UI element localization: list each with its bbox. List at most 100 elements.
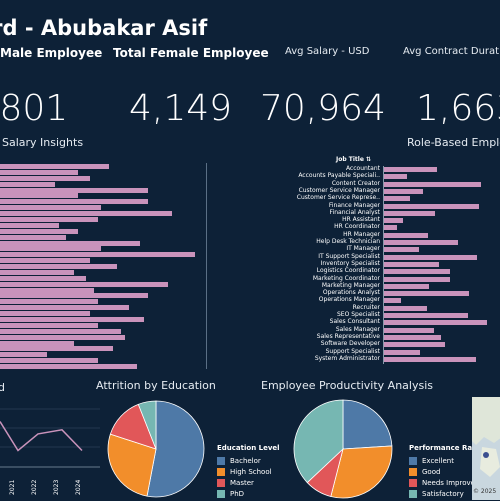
salary-bar[interactable]: [0, 293, 149, 299]
salary-bar[interactable]: [0, 252, 195, 258]
role-bar[interactable]: [384, 349, 420, 355]
performance-legend-item[interactable]: Needs Improve: [409, 477, 488, 488]
performance-legend-item[interactable]: Good: [409, 466, 488, 477]
salary-bar[interactable]: [0, 187, 149, 193]
role-bar[interactable]: [384, 196, 410, 202]
role-bar[interactable]: [384, 283, 430, 289]
salary-bar[interactable]: [0, 311, 90, 317]
performance-legend-item[interactable]: Excellent: [409, 455, 488, 466]
role-bar[interactable]: [384, 225, 397, 231]
map-view[interactable]: © 2025: [472, 397, 500, 500]
pie-slice-excellent[interactable]: [342, 399, 393, 450]
salary-bar[interactable]: [0, 264, 117, 270]
education-legend-item[interactable]: Master: [217, 477, 280, 488]
attrition-trend-line[interactable]: [0, 421, 83, 452]
role-axis-line: [383, 166, 384, 364]
salary-bar[interactable]: [0, 299, 98, 305]
attrition-trend-line-chart: 2021 2022 2023 2024: [0, 408, 100, 495]
salary-bar[interactable]: [0, 193, 78, 199]
salary-bar[interactable]: [0, 352, 47, 358]
salary-bar[interactable]: [0, 281, 168, 287]
role-bar[interactable]: [384, 254, 477, 260]
education-legend-item[interactable]: High School: [217, 466, 280, 477]
role-based-chart: Job Title ⇅ Accountant Accounts Payable S…: [296, 152, 500, 368]
map-land-shapes: [472, 397, 500, 477]
role-bar[interactable]: [384, 320, 488, 326]
role-bar[interactable]: [384, 247, 419, 253]
salary-bar[interactable]: [0, 305, 129, 311]
role-bar[interactable]: [384, 167, 438, 172]
education-legend-title: Education Level: [217, 444, 280, 452]
salary-bar[interactable]: [0, 328, 121, 334]
role-bar[interactable]: [384, 313, 468, 318]
role-bar[interactable]: [384, 203, 480, 209]
salary-bar[interactable]: [0, 269, 75, 275]
role-bar[interactable]: [384, 210, 436, 216]
role-label: Recruiter: [352, 303, 380, 311]
salary-bar[interactable]: [0, 181, 55, 187]
performance-legend-title: Performance Rating: [409, 444, 488, 452]
role-label: IT Support Specialist: [318, 252, 380, 260]
salary-bar[interactable]: [0, 275, 86, 281]
salary-bar[interactable]: [0, 205, 102, 211]
salary-bar[interactable]: [0, 199, 149, 205]
salary-bar[interactable]: [0, 246, 102, 252]
salary-bar[interactable]: [0, 364, 137, 370]
role-bar[interactable]: [384, 232, 429, 238]
role-bar[interactable]: [384, 327, 434, 333]
salary-bar[interactable]: [0, 334, 125, 340]
salary-bar[interactable]: [0, 175, 90, 181]
role-bar[interactable]: [384, 276, 451, 282]
role-label: Accounts Payable Speciali..: [298, 172, 380, 180]
role-rows: Accountant Accounts Payable Speciali.. Con…: [296, 165, 500, 366]
role-bar[interactable]: [384, 298, 402, 304]
salary-bar[interactable]: [0, 164, 110, 169]
salary-bar[interactable]: [0, 240, 141, 246]
role-bar[interactable]: [384, 305, 427, 311]
performance-legend-swatch: [409, 467, 417, 476]
salary-bar[interactable]: [0, 216, 98, 222]
salary-bar[interactable]: [0, 346, 114, 352]
salary-bar[interactable]: [0, 222, 59, 228]
role-bar[interactable]: [384, 188, 424, 194]
sort-icon[interactable]: ⇅: [363, 156, 372, 163]
dashboard-title: ard - Abubakar Asif: [0, 16, 208, 40]
education-legend-swatch: [217, 467, 225, 476]
attrition-pie-chart: [107, 400, 205, 498]
role-bar[interactable]: [384, 334, 441, 340]
salary-bar[interactable]: [0, 317, 145, 323]
kpi-label-contract: Avg Contract Duration(: [403, 46, 500, 57]
role-label: Sales Representative: [316, 332, 380, 340]
salary-bar[interactable]: [0, 258, 90, 264]
role-bar[interactable]: [384, 174, 408, 180]
role-label: Customer Service Manager: [298, 186, 380, 194]
role-bar[interactable]: [384, 181, 482, 187]
salary-bar[interactable]: [0, 322, 98, 328]
role-bar[interactable]: [384, 218, 403, 224]
education-legend-item[interactable]: Bachelor: [217, 455, 280, 466]
role-label: Help Desk Technician: [316, 238, 380, 245]
role-label: Logistics Coordinator: [316, 267, 380, 275]
education-legend-item[interactable]: PhD: [217, 488, 280, 499]
salary-bar[interactable]: [0, 287, 94, 293]
role-bar[interactable]: [384, 261, 439, 267]
kpi-label-male: Male Employee: [0, 46, 103, 60]
salary-bar[interactable]: [0, 211, 172, 217]
salary-bar[interactable]: [0, 358, 98, 364]
salary-bar[interactable]: [0, 340, 75, 346]
role-bar[interactable]: [384, 240, 459, 245]
role-label: Operations Analyst: [322, 289, 380, 297]
salary-bar[interactable]: [0, 169, 78, 175]
pie-slice-good[interactable]: [330, 445, 393, 499]
pie-slice-satisfactory[interactable]: [293, 399, 344, 484]
role-bar[interactable]: [384, 269, 451, 275]
role-bar[interactable]: [384, 291, 469, 297]
pie-slice-bachelor[interactable]: [146, 400, 205, 498]
salary-bar[interactable]: [0, 234, 67, 240]
pie-slice-high-school[interactable]: [107, 433, 157, 497]
pie-slice-phd[interactable]: [137, 400, 157, 450]
role-bar[interactable]: [384, 342, 446, 348]
salary-bar[interactable]: [0, 228, 78, 234]
role-bar[interactable]: [384, 356, 476, 362]
performance-legend-item[interactable]: Satisfactory: [409, 488, 488, 499]
